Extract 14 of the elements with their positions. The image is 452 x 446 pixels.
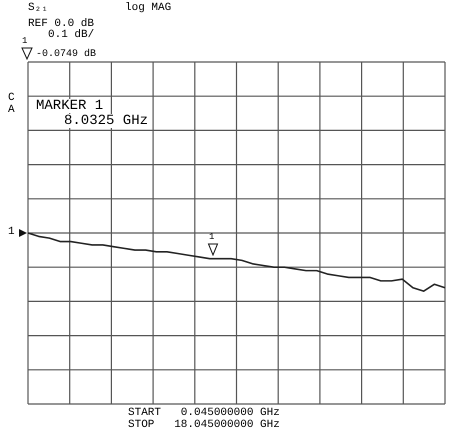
text: A xyxy=(8,104,15,116)
text: C xyxy=(8,92,15,104)
text: 1 xyxy=(8,226,15,238)
chart-subtitle: log MAG xyxy=(125,2,172,14)
text: MARKER 1 xyxy=(36,98,104,114)
text: -0.0749 dB xyxy=(36,49,96,60)
text: START 0.045000000 GHz xyxy=(128,407,280,419)
text: STOP 18.045000000 GHz xyxy=(128,419,280,431)
text: 0.1 dB/ xyxy=(48,29,94,41)
text: 8.0325 GHz xyxy=(64,113,148,129)
annotation: 1 xyxy=(209,232,214,242)
text: REF 0.0 dB xyxy=(28,18,94,30)
chart-title: S₂₁ xyxy=(28,2,48,14)
text: 1 xyxy=(22,36,28,46)
